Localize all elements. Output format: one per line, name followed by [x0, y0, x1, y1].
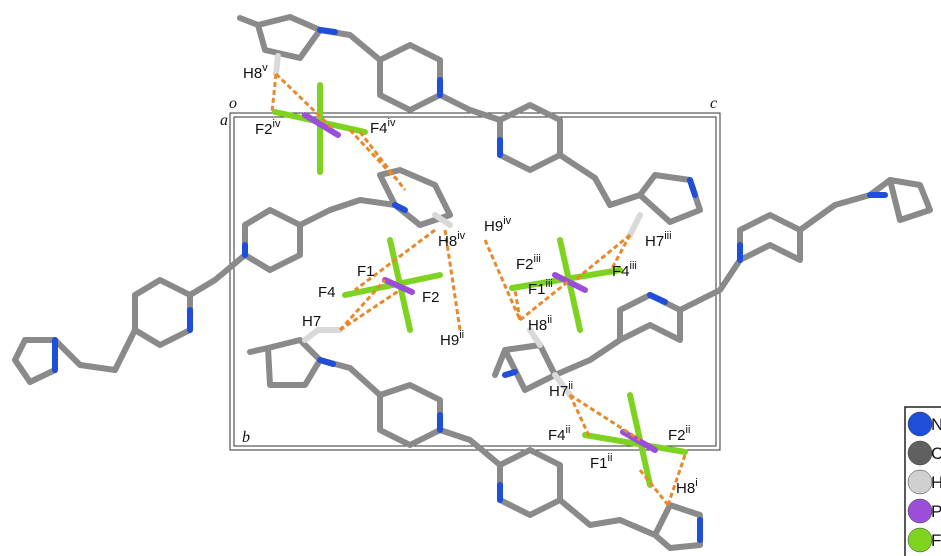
atom-label: F1 — [357, 263, 375, 280]
atom-label-base: F2 — [422, 289, 440, 306]
atom-label-sup: ii — [547, 314, 552, 326]
crystal-packing-diagram: o a c b — [0, 0, 941, 556]
atom-label-sup: iv — [388, 117, 396, 129]
atom-label-base: H7 — [302, 313, 321, 330]
legend-swatch — [908, 499, 932, 523]
atom-label-base: F4 — [370, 120, 388, 137]
pf6-anions — [275, 85, 685, 485]
atom-label-sup: ii — [566, 424, 571, 436]
atom-label: F2ii — [668, 424, 690, 444]
atom-label: F2iv — [255, 118, 281, 138]
atom-label-sup: iii — [664, 230, 671, 242]
atom-label-base: H8 — [438, 233, 457, 250]
atom-label-base: F2 — [255, 121, 273, 138]
atom-label: F4iii — [612, 260, 637, 280]
atom-label: F4ii — [548, 424, 570, 444]
atom-label-base: F1 — [528, 281, 546, 298]
atom-label: F2 — [422, 289, 440, 306]
axis-b: b — [242, 429, 250, 446]
atom-label: F2iii — [516, 253, 541, 273]
legend-label: N — [931, 415, 941, 434]
legend-label: F — [931, 531, 941, 550]
axis-origin: o — [229, 95, 237, 112]
atom-label-sup: iv — [457, 230, 465, 242]
atom-label-base: F4 — [548, 427, 566, 444]
atom-label-sup: iii — [534, 253, 541, 265]
atom-label-sup: v — [262, 62, 268, 74]
atom-label-sup: ii — [459, 329, 464, 341]
legend-swatch — [908, 470, 932, 494]
atom-label-base: F1 — [357, 263, 375, 280]
atom-label-base: H8 — [243, 65, 262, 82]
legend-swatch — [908, 528, 932, 552]
legend-swatch — [908, 441, 932, 465]
legend-label: P — [931, 502, 941, 521]
atom-label: H7iii — [645, 230, 672, 250]
atom-label-base: H9 — [484, 218, 503, 235]
atom-label-sup: ii — [686, 424, 691, 436]
axis-c: c — [710, 95, 717, 112]
legend-label: H — [931, 473, 941, 492]
atom-label: H8i — [676, 477, 698, 497]
atom-label-base: F1 — [590, 455, 608, 472]
atom-label: H7 — [302, 313, 321, 330]
atom-label-sup: iii — [546, 278, 553, 290]
atom-label-sup: ii — [608, 452, 613, 464]
atom-label: F4 — [318, 284, 336, 301]
atom-label-base: H8 — [528, 317, 547, 334]
legend-label: C — [931, 444, 941, 463]
molecules — [15, 17, 930, 548]
atom-label-base: H8 — [676, 480, 695, 497]
atom-label-base: F4 — [318, 284, 336, 301]
atom-label: H8v — [243, 62, 268, 82]
atom-label: F1ii — [590, 452, 612, 472]
atom-label-base: H9 — [440, 332, 459, 349]
page: {"axes": {"origin": "o", "a": "a", "b": … — [0, 0, 941, 556]
axis-a: a — [220, 112, 228, 129]
unit-cell — [230, 113, 720, 450]
atom-label-base: H7 — [645, 233, 664, 250]
atom-label: H8iv — [438, 230, 466, 250]
atom-label-base: H7 — [549, 383, 568, 400]
atom-label: H9ii — [440, 329, 464, 349]
legend-swatch — [908, 412, 932, 436]
atom-label-sup: iv — [273, 118, 281, 130]
atom-label-sup: i — [695, 477, 697, 489]
atom-label-sup: iv — [503, 215, 511, 227]
atom-label: F4iv — [370, 117, 396, 137]
atom-label: F1iii — [528, 278, 553, 298]
atom-label-base: F2 — [668, 427, 686, 444]
atom-label: H8ii — [528, 314, 552, 334]
atom-label-base: F2 — [516, 256, 534, 273]
atom-label-sup: iii — [630, 260, 637, 272]
atom-label: H9iv — [484, 215, 512, 235]
atom-label-sup: ii — [568, 380, 573, 392]
atom-label-base: F4 — [612, 263, 630, 280]
